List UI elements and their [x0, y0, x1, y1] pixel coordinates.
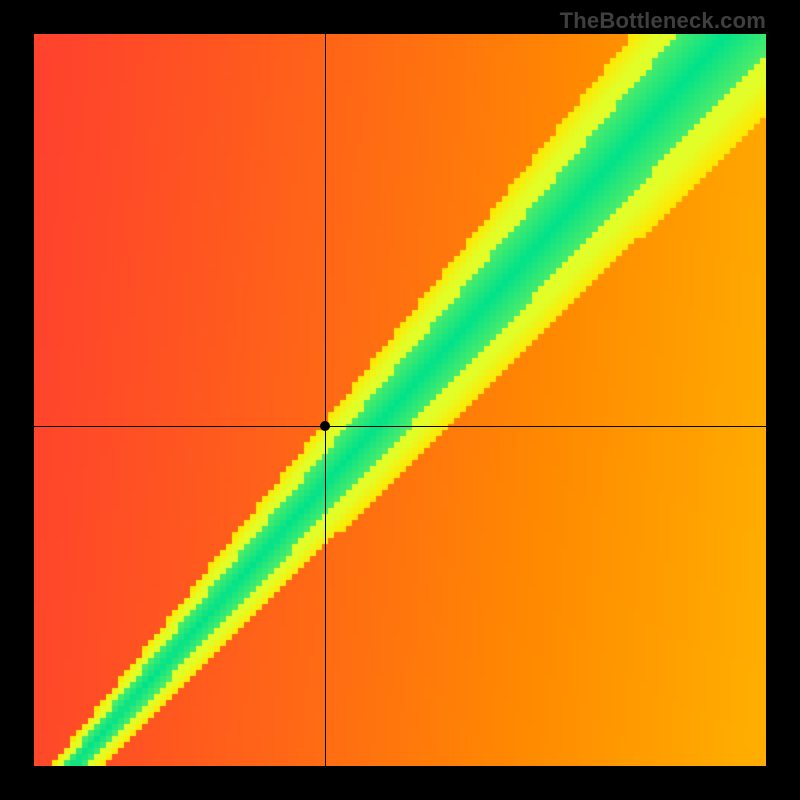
chart-container: TheBottleneck.com — [0, 0, 800, 800]
watermark-text: TheBottleneck.com — [560, 8, 766, 34]
heatmap-canvas — [34, 34, 766, 766]
